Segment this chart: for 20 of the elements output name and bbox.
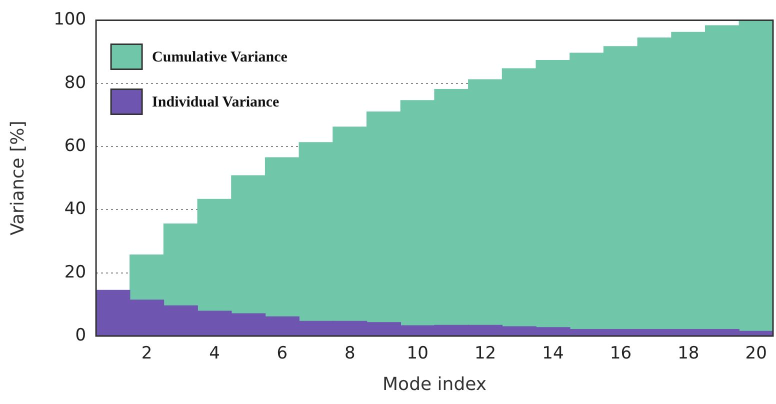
x-tick-label: 2 <box>141 344 152 364</box>
x-tick-label: 16 <box>610 344 632 364</box>
y-tick-label: 40 <box>64 199 86 220</box>
y-tick-label: 100 <box>54 10 86 30</box>
y-tick-label: 0 <box>75 325 86 346</box>
y-axis-title: Variance [%] <box>7 120 28 236</box>
x-tick-label: 18 <box>678 344 700 364</box>
x-tick-label: 10 <box>406 344 428 364</box>
x-tick-label: 20 <box>745 344 767 364</box>
x-tick-label: 8 <box>344 344 356 364</box>
y-tick-label: 60 <box>64 136 86 156</box>
legend-label: Individual Variance <box>152 94 280 111</box>
x-axis-title: Mode index <box>382 374 487 395</box>
y-tick-label: 80 <box>64 72 86 93</box>
x-tick-label: 12 <box>474 344 496 364</box>
y-tick-label: 20 <box>64 262 86 282</box>
x-tick-label: 14 <box>542 344 564 364</box>
x-tick-label: 4 <box>209 344 220 364</box>
legend-label: Cumulative Variance <box>152 50 288 66</box>
x-tick-label: 6 <box>276 344 288 364</box>
